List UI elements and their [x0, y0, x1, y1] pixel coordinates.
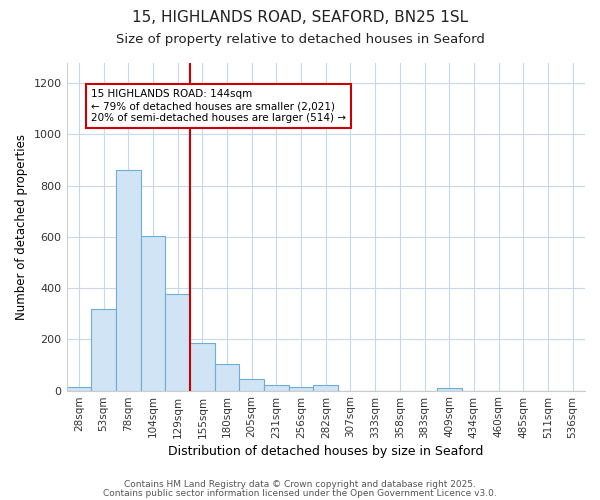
- Bar: [91, 308, 116, 390]
- Bar: [289, 386, 313, 390]
- Text: 15, HIGHLANDS ROAD, SEAFORD, BN25 1SL: 15, HIGHLANDS ROAD, SEAFORD, BN25 1SL: [132, 10, 468, 25]
- Bar: [239, 379, 264, 390]
- Bar: [437, 388, 461, 390]
- Bar: [140, 236, 165, 390]
- Bar: [116, 170, 140, 390]
- Bar: [313, 386, 338, 390]
- Bar: [67, 386, 91, 390]
- Bar: [264, 386, 289, 390]
- Text: Size of property relative to detached houses in Seaford: Size of property relative to detached ho…: [116, 32, 484, 46]
- Y-axis label: Number of detached properties: Number of detached properties: [15, 134, 28, 320]
- Bar: [215, 364, 239, 390]
- Text: Contains public sector information licensed under the Open Government Licence v3: Contains public sector information licen…: [103, 488, 497, 498]
- Bar: [190, 343, 215, 390]
- Text: Contains HM Land Registry data © Crown copyright and database right 2025.: Contains HM Land Registry data © Crown c…: [124, 480, 476, 489]
- X-axis label: Distribution of detached houses by size in Seaford: Distribution of detached houses by size …: [168, 444, 484, 458]
- Text: 15 HIGHLANDS ROAD: 144sqm
← 79% of detached houses are smaller (2,021)
20% of se: 15 HIGHLANDS ROAD: 144sqm ← 79% of detac…: [91, 90, 346, 122]
- Bar: [165, 294, 190, 390]
